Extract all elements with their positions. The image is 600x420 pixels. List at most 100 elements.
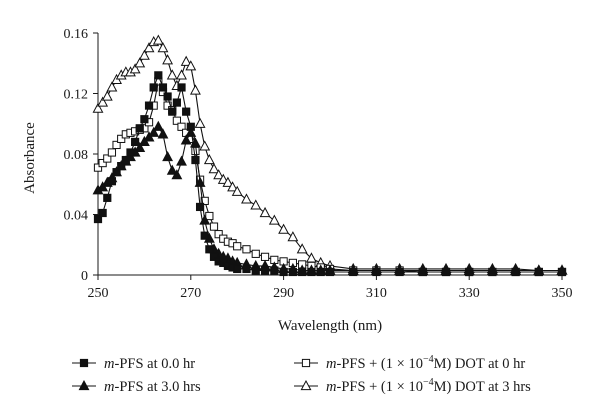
data-point — [205, 245, 214, 254]
x-tick-label: 270 — [180, 286, 201, 301]
data-point — [106, 81, 118, 92]
data-point — [186, 122, 195, 131]
data-point — [316, 267, 325, 277]
y-axis-title: Absorbance — [22, 122, 38, 194]
data-point — [182, 107, 191, 116]
series-line — [97, 125, 562, 272]
data-point — [203, 153, 215, 165]
series-triangle-open — [92, 34, 568, 275]
data-point — [200, 196, 209, 205]
data-point — [126, 148, 135, 157]
data-point — [172, 116, 181, 125]
data-point — [213, 169, 225, 180]
data-point — [107, 177, 117, 186]
data-point — [205, 211, 214, 221]
data-point — [154, 71, 163, 80]
data-point — [260, 266, 270, 275]
data-point — [270, 266, 279, 275]
series-triangle-filled — [92, 120, 568, 275]
legend-label-superscript: −4 — [423, 354, 434, 365]
data-point — [180, 134, 192, 145]
legend-label-text: -PFS + (1 × 10 — [336, 356, 422, 372]
y-tick-label: 0.16 — [64, 27, 89, 42]
series-square-filled — [93, 71, 567, 277]
data-point — [534, 267, 543, 277]
data-point — [157, 42, 169, 53]
tick-labels: 0 0.04 0.08 0.12 0.16 250 270 290 310 330 350 — [64, 27, 573, 301]
data-point — [288, 267, 297, 277]
legend-item: m-PFS + (1 × 10−4M) DOT at 3 hrs — [294, 377, 531, 395]
legend-marker — [79, 358, 89, 368]
data-point — [149, 83, 158, 92]
legend-label-suffix: M) DOT at 0 hr — [434, 356, 526, 372]
data-point — [93, 163, 103, 172]
data-point — [129, 63, 141, 74]
legend-label-text: -PFS at 3.0 hrs — [114, 379, 201, 395]
data-point — [190, 84, 201, 95]
legend-marker — [300, 379, 312, 391]
data-point — [231, 185, 243, 196]
data-point — [140, 115, 149, 124]
data-point — [191, 146, 200, 156]
legend-label-text: -PFS at 0.0 hr — [114, 356, 195, 372]
data-point — [98, 158, 107, 168]
legend-item: m-PFS + (1 × 10−4M) DOT at 0 hr — [294, 354, 525, 372]
data-point — [488, 267, 497, 277]
data-point — [209, 222, 219, 231]
y-tick-label: 0 — [81, 269, 88, 284]
data-point — [163, 101, 172, 110]
data-point — [199, 140, 211, 151]
data-point — [441, 267, 451, 277]
data-point — [242, 245, 251, 254]
data-point — [168, 107, 177, 116]
legend: m-PFS at 0.0 hr m-PFS + (1 × 10−4M) DOT a… — [72, 354, 531, 395]
data-point — [200, 231, 209, 240]
data-point — [195, 202, 205, 212]
data-point — [250, 199, 262, 210]
data-point — [251, 249, 260, 258]
data-point — [152, 34, 164, 45]
data-point — [191, 155, 200, 165]
data-point — [121, 155, 130, 165]
data-point — [93, 214, 103, 224]
data-point — [97, 96, 109, 107]
x-tick-label: 290 — [273, 286, 294, 301]
legend-marker — [78, 379, 90, 391]
data-point — [349, 267, 358, 277]
legend-label-suffix: M) DOT at 3 hrs — [434, 379, 532, 395]
data-point — [259, 206, 271, 218]
data-point — [180, 55, 192, 66]
x-tick-label: 250 — [88, 286, 109, 301]
legend-label-italic: m — [326, 356, 336, 372]
data-point — [395, 267, 404, 277]
data-point — [227, 181, 238, 192]
data-point — [209, 252, 219, 261]
data-point — [278, 223, 290, 234]
data-point — [103, 154, 112, 163]
data-point — [287, 231, 299, 242]
data-point — [162, 150, 174, 162]
data-point — [101, 90, 113, 101]
legend-label-italic: m — [104, 379, 114, 395]
data-point — [176, 69, 187, 80]
data-point — [194, 117, 206, 128]
data-point — [157, 128, 169, 139]
x-tick-label: 350 — [552, 286, 573, 301]
legend-label-italic: m — [326, 379, 336, 395]
data-point — [177, 83, 186, 92]
data-point — [144, 101, 154, 110]
data-point — [143, 42, 155, 53]
data-point — [251, 266, 260, 275]
data-point — [372, 267, 381, 277]
x-tick-label: 330 — [459, 286, 480, 301]
data-point — [242, 264, 251, 274]
legend-marker — [301, 358, 311, 368]
data-point — [465, 267, 474, 277]
data-point — [131, 137, 140, 147]
data-point — [134, 57, 146, 68]
data-point — [112, 140, 121, 150]
y-tick-label: 0.04 — [64, 209, 89, 224]
series-line — [97, 79, 562, 273]
legend-label: m-PFS at 3.0 hrs — [104, 379, 201, 395]
data-point — [166, 164, 178, 175]
